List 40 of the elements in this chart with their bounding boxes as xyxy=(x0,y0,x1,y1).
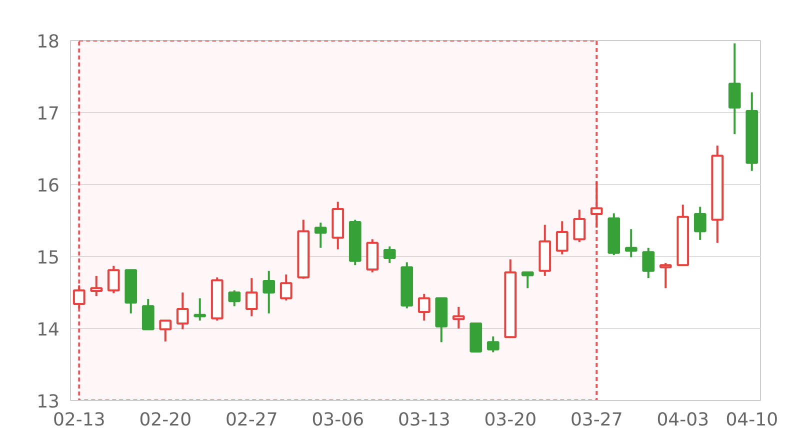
y-tick-label: 16 xyxy=(36,176,60,196)
x-tick-label: 04-10 xyxy=(726,410,778,430)
x-tick-label: 03-20 xyxy=(484,410,537,430)
candlestick xyxy=(228,289,241,308)
candlestick xyxy=(728,42,741,136)
candlestick xyxy=(107,264,120,294)
candlestick xyxy=(556,220,568,256)
candlestick xyxy=(90,274,103,298)
x-tick-label: 02-13 xyxy=(52,410,106,430)
candlestick xyxy=(383,245,396,264)
candlestick xyxy=(452,306,465,330)
candlestick xyxy=(159,320,172,342)
y-tick-label: 17 xyxy=(36,104,60,124)
x-tick-label: 02-20 xyxy=(139,410,192,430)
candlestick xyxy=(486,335,500,354)
candlestick xyxy=(72,284,86,310)
candlestick xyxy=(176,292,189,330)
x-tick-label: 03-13 xyxy=(398,410,450,430)
x-tick-label: 04-03 xyxy=(656,410,710,430)
candlestick xyxy=(659,262,672,290)
candlestick xyxy=(280,274,292,302)
candlestick xyxy=(521,271,534,290)
candlestick xyxy=(142,298,154,330)
x-tick-label: 02-27 xyxy=(225,410,278,430)
candlestick xyxy=(573,208,586,244)
candlestick xyxy=(642,246,655,280)
y-tick-label: 13 xyxy=(36,392,60,412)
candlestick xyxy=(262,270,276,314)
x-tick-label: 03-06 xyxy=(312,410,364,430)
candlestick xyxy=(694,206,706,241)
candlestick xyxy=(314,222,327,249)
y-tick-label: 14 xyxy=(36,320,60,340)
candlestick xyxy=(590,180,603,229)
candlestick xyxy=(418,292,430,322)
y-tick-label: 15 xyxy=(36,248,60,268)
candlestick xyxy=(624,228,638,258)
candlestick xyxy=(194,297,206,322)
candlestick xyxy=(245,277,258,318)
x-tick-label: 03-27 xyxy=(570,410,623,430)
y-tick-label: 18 xyxy=(36,32,60,52)
